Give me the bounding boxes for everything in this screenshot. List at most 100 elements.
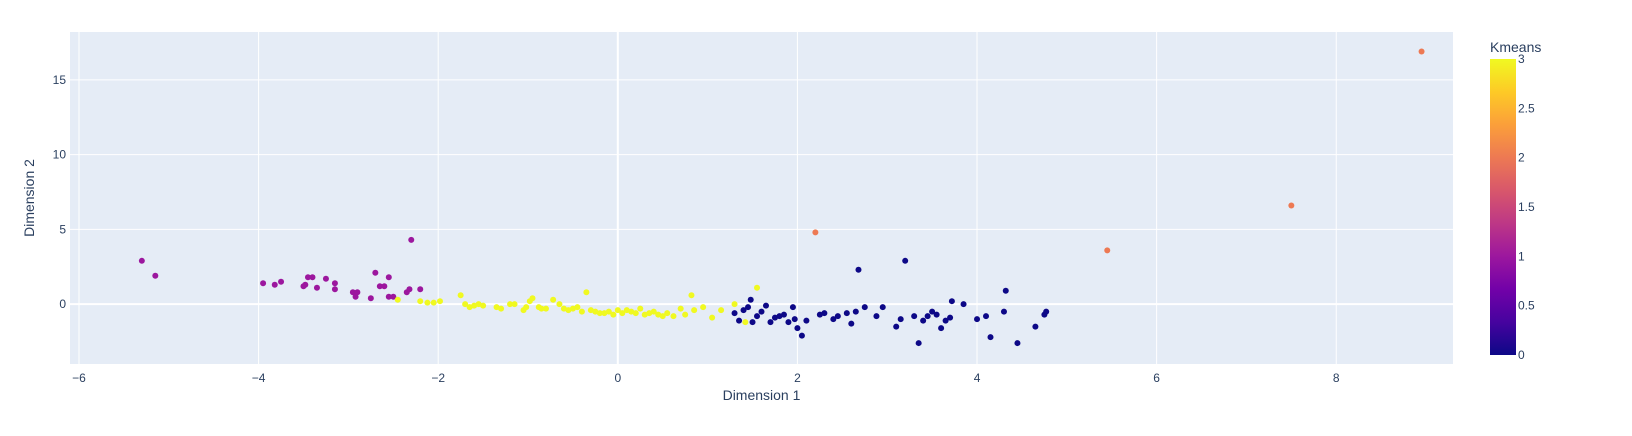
- colorbar-gradient: [1490, 59, 1516, 355]
- data-point: [372, 269, 379, 276]
- data-point: [987, 334, 994, 341]
- data-point: [948, 298, 955, 305]
- data-point: [583, 289, 590, 296]
- data-point: [408, 236, 415, 243]
- data-point: [322, 275, 329, 282]
- data-point: [929, 308, 936, 315]
- x-tick-label: −6: [72, 371, 86, 385]
- data-point: [677, 305, 684, 312]
- data-point: [331, 280, 338, 287]
- data-point: [367, 295, 374, 302]
- data-point: [731, 310, 738, 317]
- data-point: [574, 304, 581, 311]
- data-point: [1104, 247, 1111, 254]
- data-point: [933, 311, 940, 318]
- data-point: [688, 292, 695, 299]
- colorbar-tick-label: 0.5: [1518, 299, 1535, 313]
- colorbar-ticks: 0 0.5 1 1.5 2 2.5 3: [1518, 52, 1535, 362]
- data-point: [304, 274, 311, 281]
- data-point: [780, 311, 787, 318]
- data-point: [614, 307, 621, 314]
- x-tick-label: −2: [431, 371, 445, 385]
- data-point: [550, 296, 557, 303]
- data-points: [138, 48, 1425, 347]
- data-point: [893, 323, 900, 330]
- data-point: [632, 310, 639, 317]
- data-point: [610, 311, 617, 318]
- data-point: [848, 320, 855, 327]
- data-point: [650, 308, 657, 315]
- y-axis-ticks: 0 5 10 15: [53, 73, 67, 311]
- colorbar-tick-label: 2: [1518, 151, 1525, 165]
- y-tick-label: 0: [59, 297, 66, 311]
- data-point: [740, 307, 747, 314]
- data-point: [349, 289, 356, 296]
- colorbar-tick-label: 1: [1518, 249, 1525, 263]
- y-tick-label: 5: [59, 222, 66, 236]
- data-point: [1002, 287, 1009, 294]
- data-point: [381, 283, 388, 290]
- x-tick-label: 2: [794, 371, 801, 385]
- data-point: [436, 298, 443, 305]
- data-point: [152, 272, 159, 279]
- data-point: [747, 296, 754, 303]
- data-point: [938, 325, 945, 332]
- data-point: [138, 257, 145, 264]
- data-point: [556, 301, 563, 308]
- data-point: [354, 289, 361, 296]
- data-point: [417, 286, 424, 293]
- data-point: [430, 299, 437, 306]
- data-point: [791, 316, 798, 323]
- data-point: [406, 286, 413, 293]
- data-point: [758, 308, 765, 315]
- data-point: [920, 317, 927, 324]
- data-point: [700, 304, 707, 311]
- data-point: [767, 319, 774, 326]
- x-tick-label: 6: [1153, 371, 1160, 385]
- data-point: [902, 257, 909, 264]
- data-point: [821, 310, 828, 317]
- data-point: [385, 274, 392, 281]
- data-point: [691, 307, 698, 314]
- data-point: [924, 313, 931, 320]
- data-point: [960, 301, 967, 308]
- data-point: [659, 313, 666, 320]
- data-point: [313, 284, 320, 291]
- data-point: [457, 292, 464, 299]
- data-point: [390, 293, 397, 300]
- data-point: [897, 316, 904, 323]
- data-point: [789, 304, 796, 311]
- data-point: [394, 296, 401, 303]
- data-point: [915, 340, 922, 347]
- data-point: [742, 319, 749, 326]
- data-point: [1418, 48, 1425, 55]
- data-point: [542, 305, 549, 312]
- colorbar-tick-label: 3: [1518, 52, 1525, 66]
- data-point: [803, 317, 810, 324]
- data-point: [529, 295, 536, 302]
- data-point: [507, 301, 514, 308]
- data-point: [271, 281, 278, 288]
- colorbar: Kmeans 0 0.5 1 1.5 2 2.5 3: [1490, 39, 1541, 362]
- data-point: [682, 311, 689, 318]
- data-point: [1032, 323, 1039, 330]
- data-point: [352, 293, 359, 300]
- data-point: [664, 310, 671, 317]
- colorbar-tick-label: 0: [1518, 348, 1525, 362]
- data-point: [812, 229, 819, 236]
- data-point: [843, 310, 850, 317]
- data-point: [861, 304, 868, 311]
- data-point: [278, 278, 285, 285]
- data-point: [911, 313, 918, 320]
- x-tick-label: 4: [974, 371, 981, 385]
- data-point: [417, 298, 424, 305]
- data-point: [794, 325, 801, 332]
- colorbar-tick-label: 1.5: [1518, 200, 1535, 214]
- x-axis-ticks: −6 −4 −2 0 2 4 6 8: [72, 371, 1340, 385]
- data-point: [754, 313, 761, 320]
- data-point: [578, 308, 585, 315]
- data-point: [331, 286, 338, 293]
- data-point: [523, 304, 530, 311]
- data-point: [830, 316, 837, 323]
